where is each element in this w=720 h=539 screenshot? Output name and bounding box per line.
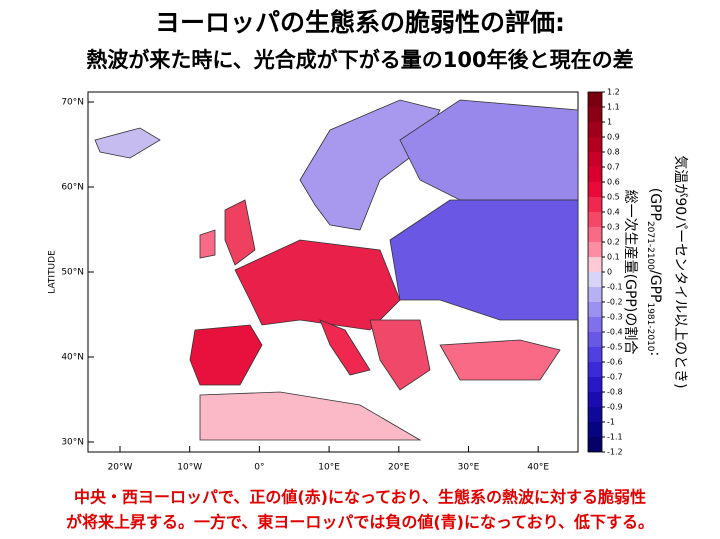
- label-part: (GPP: [647, 188, 663, 221]
- label-part: :: [647, 352, 663, 357]
- colorbar-bin: [588, 122, 602, 137]
- colorbar-bin: [588, 317, 602, 332]
- colorbar-tick-label: -0.4: [607, 328, 623, 337]
- scandinavia: [299, 99, 441, 231]
- colorbar-tick-label: 0: [607, 268, 612, 277]
- balkans: [369, 319, 431, 391]
- colorbar-bin: [588, 407, 602, 422]
- lon-tick-label: 20°E: [388, 463, 410, 473]
- eastern-europe: [389, 199, 579, 321]
- colorbar-bin: [588, 257, 602, 272]
- lat-tick-label: 70°N: [61, 98, 84, 108]
- caption: 中央・西ヨーロッパで、正の値(赤)になっており、生態系の熱波に対する脆弱性: [74, 488, 646, 507]
- colorbar-tick-label: 0.5: [607, 193, 620, 202]
- lon-tick-label: 10°W: [177, 463, 202, 473]
- colorbar-tick-label: 0.2: [607, 238, 620, 247]
- colorbar-tick-label: -0.1: [607, 283, 623, 292]
- colorbar-tick-label: -0.5: [607, 343, 623, 352]
- colorbar-bin: [588, 377, 602, 392]
- colorbar-label-line: 総一次生産量(GPP)の割合: [622, 190, 639, 355]
- colorbar-tick-label: 0.9: [607, 133, 620, 142]
- colorbar-bin: [588, 422, 602, 437]
- lat-tick-label: 30°N: [61, 438, 84, 448]
- colorbar-bin: [588, 152, 602, 167]
- colorbar-bin: [588, 182, 602, 197]
- title: ヨーロッパの生態系の脆弱性の評価:: [155, 8, 565, 37]
- colorbar-tick-label: -0.6: [607, 358, 623, 367]
- label-part: 1981-2010: [646, 302, 656, 351]
- colorbar-bin: [588, 272, 602, 287]
- colorbar-bin: [588, 197, 602, 212]
- colorbar-label: 総一次生産量(GPP)の割合 (GPP2071-2100/GPP1981-201…: [622, 155, 688, 388]
- colorbar-bin: [588, 242, 602, 257]
- italy: [319, 319, 371, 376]
- colorbar-bin: [588, 392, 602, 407]
- colorbar-label-line: (GPP2071-2100/GPP1981-2010:: [646, 188, 664, 357]
- colorbar-bin: [588, 107, 602, 122]
- iceland: [94, 127, 161, 159]
- label-part: 2071-2100: [646, 221, 656, 270]
- colorbar-tick-label: 1.2: [607, 88, 620, 97]
- turkey: [439, 339, 561, 381]
- britain: [224, 199, 256, 266]
- ireland: [199, 229, 216, 259]
- colorbar-tick-label: 0.6: [607, 178, 620, 187]
- lon-tick-label: 40°E: [527, 463, 549, 473]
- colorbar-tick-label: 0.3: [607, 223, 620, 232]
- label-part: /GPP: [647, 270, 663, 302]
- colorbar-bin: [588, 227, 602, 242]
- lon-tick-label: 10°E: [318, 463, 340, 473]
- colorbar-label-line: 気温が90パーセンタイル以上のとき): [672, 155, 688, 388]
- colorbar-bin: [588, 302, 602, 317]
- colorbar-bin: [588, 332, 602, 347]
- colorbar-bin: [588, 212, 602, 227]
- colorbar-bin: [588, 437, 602, 452]
- central-europe: [234, 239, 401, 331]
- iberia: [189, 324, 263, 386]
- lon-tick-label: 20°W: [108, 463, 133, 473]
- colorbar-tick-label: 0.8: [607, 148, 620, 157]
- lat-tick-label: 50°N: [61, 268, 84, 278]
- colorbar-bin: [588, 167, 602, 182]
- colorbar-tick-label: -0.8: [607, 388, 623, 397]
- lat-tick-label: 60°N: [61, 183, 84, 193]
- north-africa: [199, 391, 422, 441]
- colorbar-bin: [588, 92, 602, 107]
- colorbar-tick-label: -0.9: [607, 403, 623, 412]
- colorbar-tick-label: 1.1: [607, 103, 620, 112]
- map: [87, 91, 579, 453]
- lon-tick-label: 30°E: [458, 463, 480, 473]
- colorbar-tick-label: -1.1: [607, 433, 623, 442]
- colorbar-bin: [588, 347, 602, 362]
- colorbar-bin: [588, 362, 602, 377]
- colorbar-tick-label: -0.2: [607, 298, 623, 307]
- colorbar-bin: [588, 137, 602, 152]
- caption: が将来上昇する。一方で、東ヨーロッパでは負の値(青)になっており、低下する。: [66, 513, 654, 532]
- colorbar-tick-label: 0.1: [607, 253, 620, 262]
- colorbar-tick-label: -1: [607, 418, 615, 427]
- colorbar-tick-label: 0.4: [607, 208, 620, 217]
- colorbar-tick-label: -0.7: [607, 373, 623, 382]
- lon-tick-label: 0°: [254, 463, 264, 473]
- colorbar-tick-label: -0.3: [607, 313, 623, 322]
- colorbar-tick-label: 0.7: [607, 163, 620, 172]
- colorbar-bin: [588, 287, 602, 302]
- y-axis-label: LATITUDE: [48, 250, 58, 294]
- colorbar-tick-label: -1.2: [607, 448, 623, 457]
- colorbar-tick-label: 1: [607, 118, 612, 127]
- lat-tick-label: 40°N: [61, 353, 84, 363]
- subtitle: 熱波が来た時に、光合成が下がる量の100年後と現在の差: [86, 48, 633, 72]
